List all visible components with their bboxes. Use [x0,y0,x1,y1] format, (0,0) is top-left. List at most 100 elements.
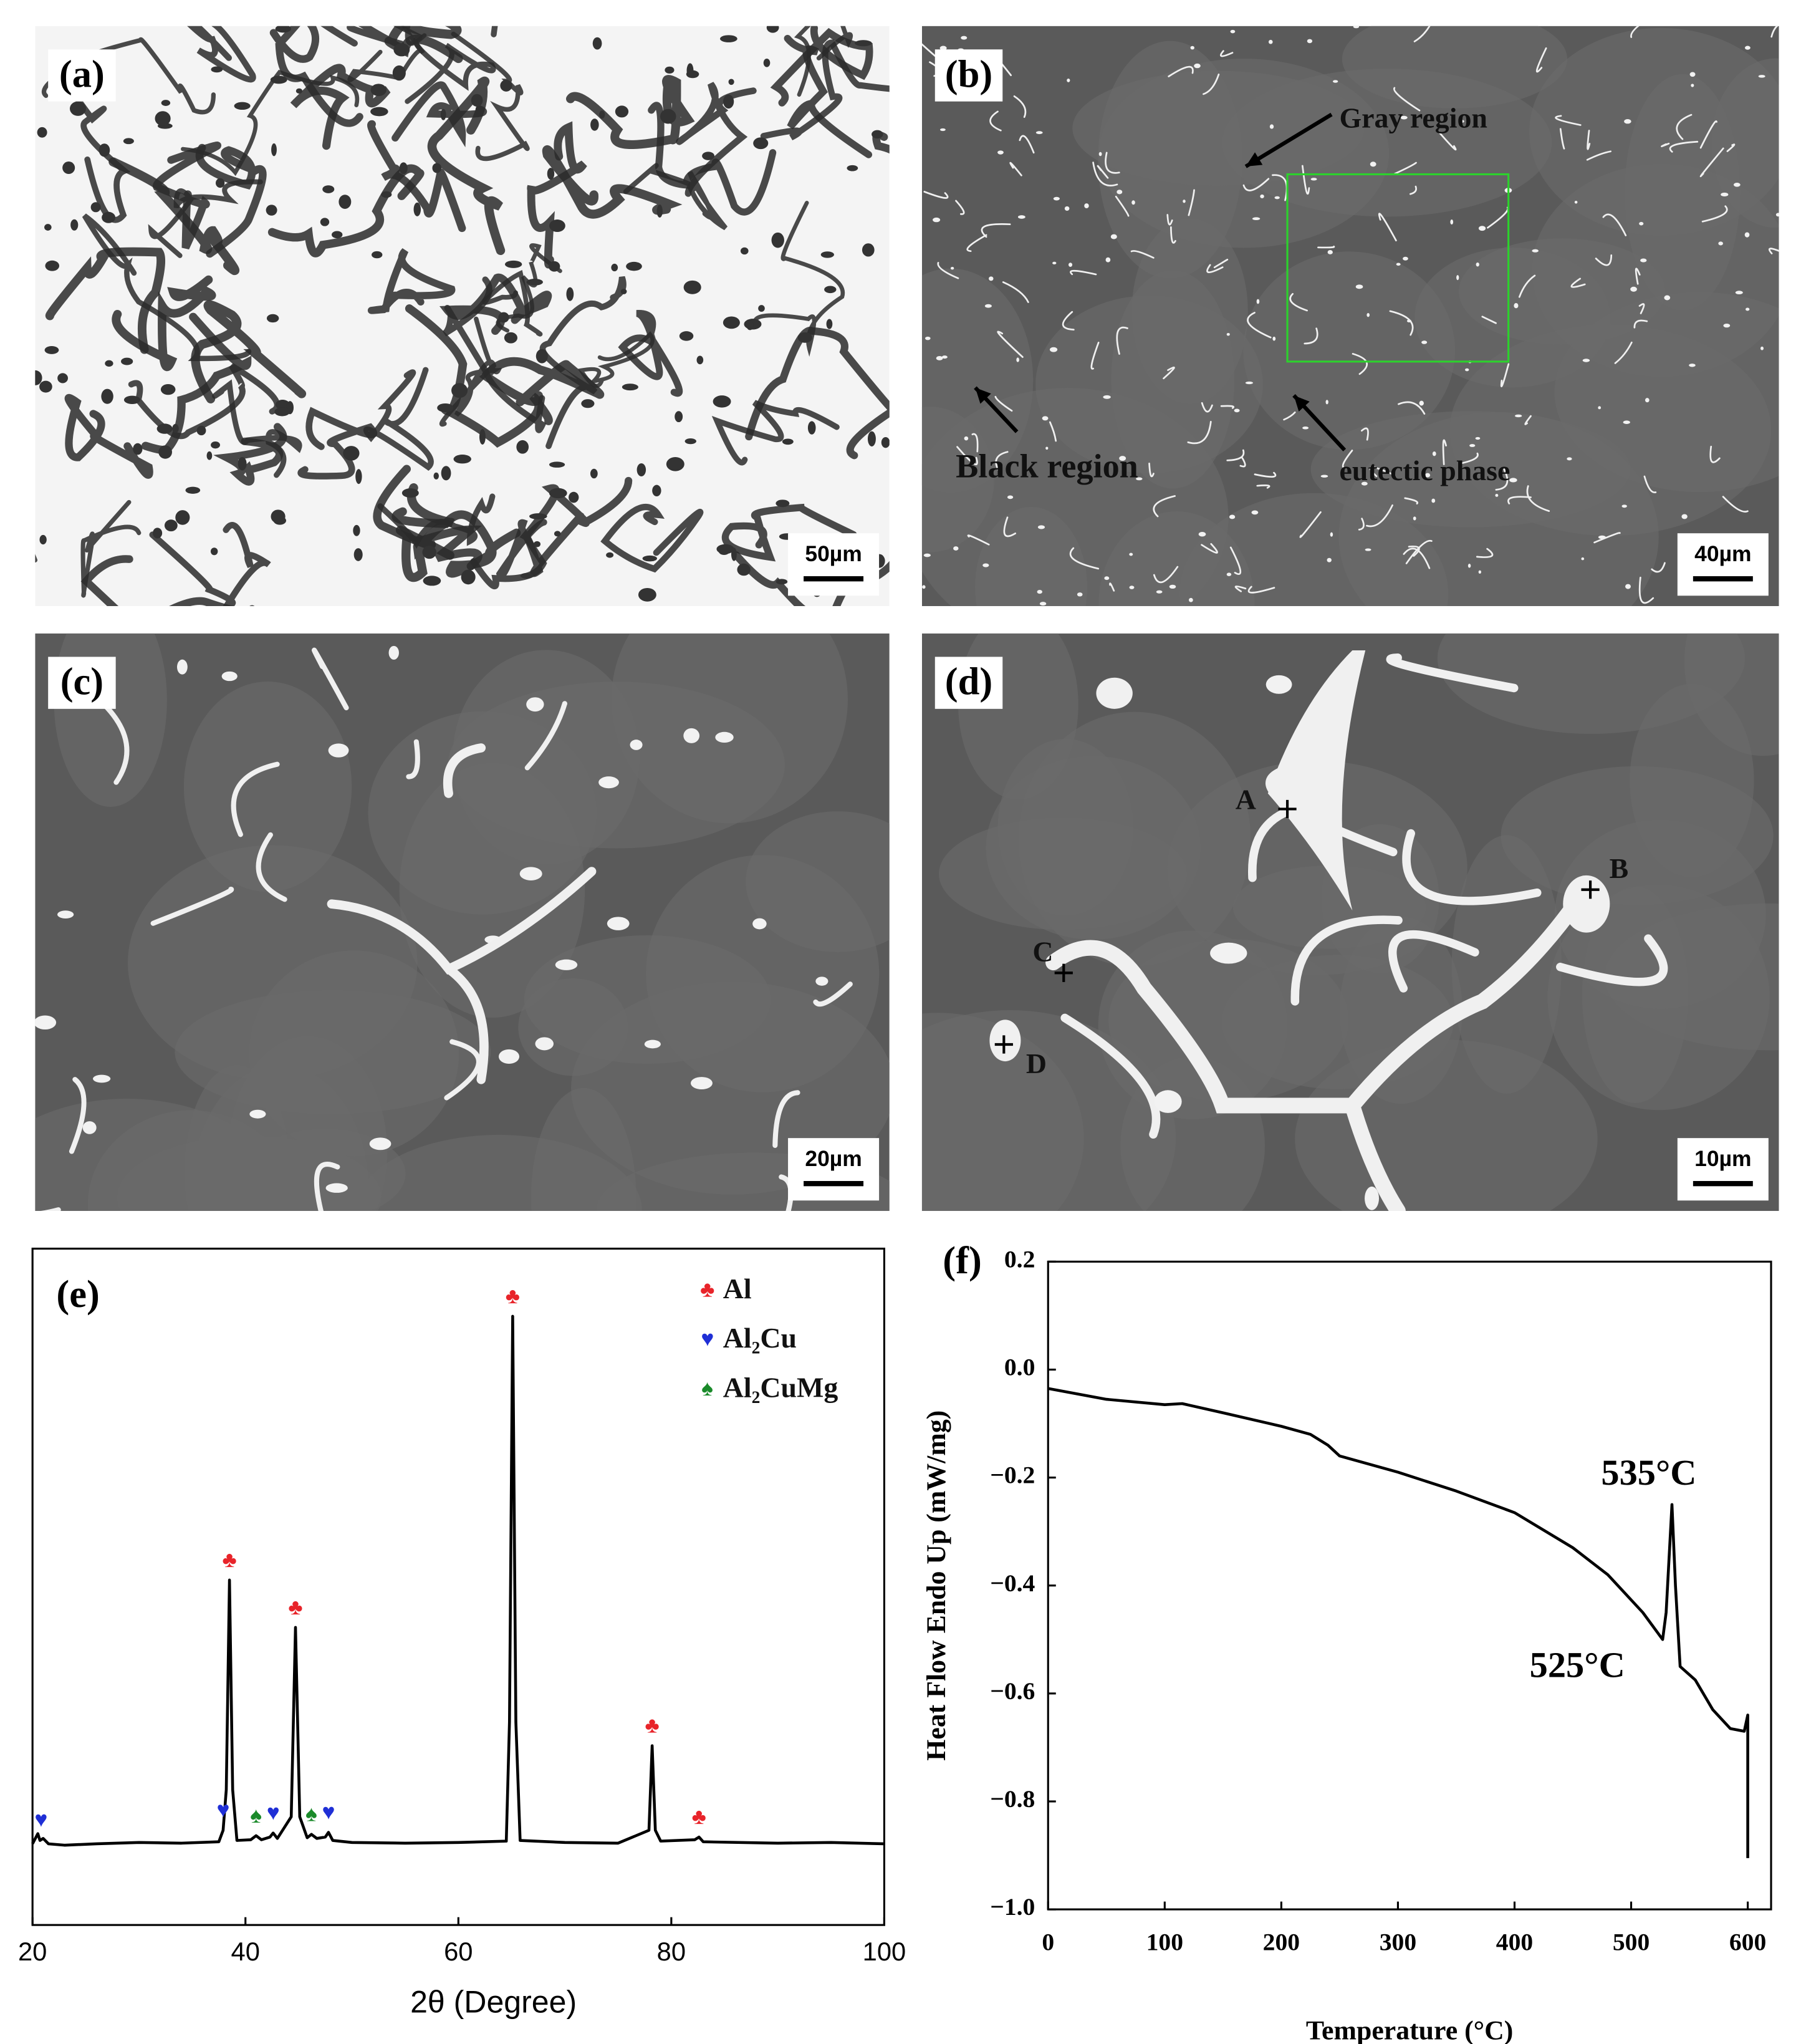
dendrite-spot [123,138,134,145]
dendrite-boundary [269,26,363,127]
dendrite-spot [615,105,629,118]
eutectic-particle [1365,1186,1380,1210]
eutectic-particle [1645,398,1650,403]
eutectic-particle [1098,152,1102,157]
eutectic-particle [1639,221,1644,226]
eutectic-network [1220,50,1234,57]
eutectic-particle [922,585,926,589]
dendrite-boundary [195,143,267,258]
eutectic-network [1283,411,1296,421]
dendrite-spot [155,111,171,126]
eutectic-particle [1733,183,1741,187]
gray-region [1222,69,1552,217]
eutectic-particle [1478,570,1482,574]
highlight-box [1286,173,1510,363]
legend-symbol: ♥ [701,1326,714,1351]
eutectic-network [1405,539,1433,564]
dendrite-spot [185,486,201,494]
eutectic-network [1661,142,1670,148]
eutectic-network [314,1162,340,1211]
eutectic-particle [57,910,74,918]
dendrite-spot [461,569,476,585]
dendrite-boundary [496,243,562,333]
dendrite-boundary [391,507,521,578]
dendrite-spot [437,403,454,413]
gray-region [921,1013,1084,1211]
eutectic-particle [1775,213,1779,217]
eutectic-particle [1664,295,1671,301]
dendrite-spot [855,40,872,47]
eutectic-network [1638,303,1645,314]
gray-region [921,388,1229,607]
eutectic-particle [715,731,734,743]
dendrite-spot [665,66,675,74]
dendrite-spot [638,587,656,602]
x-tick-label: 20 [18,1937,47,1966]
eutectic-particle [1042,416,1049,421]
eutectic-particle [1269,124,1274,129]
point-label: D [1026,1048,1047,1079]
eutectic-particle [519,867,542,880]
dendrite-boundary [149,522,271,607]
dendrite-spot [57,373,68,383]
dendrite-spot [238,456,247,471]
dendrite-spot [133,443,143,455]
gray-region [1338,412,1659,607]
eutectic-network [1115,195,1130,217]
scale-bar-label: 40µm [1694,541,1751,566]
dendrite-boundary [148,179,263,258]
eutectic-network [256,832,287,902]
dendrite-spot [102,211,116,223]
eutectic-network [923,191,949,199]
dendrite-spot [392,65,406,81]
dendrite-spot [675,411,683,423]
eutectic-network [1643,475,1657,494]
gray-region [128,845,418,1081]
gray-region [1459,238,1666,345]
eutectic-network [1638,576,1655,604]
eutectic-network [1299,511,1322,538]
dendrite-spot [824,286,837,294]
eutectic-particle [1077,592,1083,597]
eutectic-network [150,886,234,926]
gray-region [1501,766,1774,905]
dendrite-spot [206,451,213,460]
eutectic-particle [1681,514,1688,519]
gray-region [1554,292,1779,493]
dendrite-spot [175,510,190,525]
annotation: eutectic phase [1339,455,1510,486]
eutectic-network [1109,582,1115,592]
dendrite-boundary [600,503,704,573]
dendrite-boundary [442,276,547,433]
annotation-arrow [1244,112,1333,168]
eutectic-particle [1330,532,1333,537]
x-tick-label: 60 [444,1937,473,1966]
dendrite-spot [44,346,59,354]
dendrite-spot [867,431,876,446]
eutectic-particle [1325,400,1328,405]
eutectic-particle [1226,572,1232,576]
dendrite-spot [322,185,335,193]
legend-symbol: ♠ [701,1376,713,1400]
scale-bar [804,1181,864,1187]
eutectic-network [1206,264,1224,273]
dendrite-spot [62,161,75,175]
eutectic-particle [1017,215,1025,219]
dendrite-spot [782,438,794,445]
eutectic-network [1442,439,1447,465]
eutectic-network [1304,327,1318,345]
x-tick-label: 80 [657,1937,686,1966]
dendrite-spot [554,531,561,537]
eutectic-network [1163,366,1175,380]
eutectic-particle [1245,381,1253,385]
eutectic-particle [1532,249,1539,253]
dendrite-boundary [427,76,506,255]
eutectic-particle [1598,406,1602,410]
eutectic-network [1676,113,1693,140]
eutectic-particle [93,1074,111,1083]
eutectic-network [312,647,349,711]
dendrite-spot [370,84,387,97]
eutectic-particle [953,546,959,551]
eutectic-particle [1574,200,1578,204]
